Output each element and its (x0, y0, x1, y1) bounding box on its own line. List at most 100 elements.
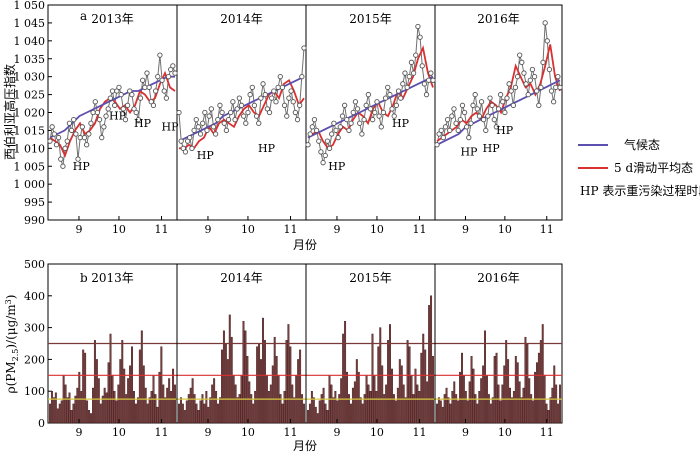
panel-a-daily-point (135, 117, 142, 123)
panel-a-daily-point (53, 142, 60, 148)
panel-b-bar (58, 403, 61, 424)
panel-a-daily-point (133, 109, 139, 116)
panel-a-x-axis: 9 10 11 9 10 11 9 10 11 9 10 11 (75, 216, 554, 236)
panel-a-x-tick-label: 10 (241, 223, 255, 236)
panel-b-x-tick-label: 10 (241, 426, 255, 439)
panel-b-bar (324, 403, 327, 424)
panel-b-bar (195, 403, 198, 424)
panel-b-bar (113, 391, 116, 424)
panel-b-bar (238, 394, 241, 424)
panel-a-daily-point (385, 84, 391, 91)
panel-b-bar (289, 346, 292, 424)
panel-b-bar (144, 387, 147, 424)
panel-b-bar (256, 346, 259, 424)
panel-a-daily-point (415, 23, 421, 30)
panel-a-daily-point (531, 74, 538, 80)
panel-a-daily-point (195, 124, 202, 130)
panel-b-bar (418, 391, 421, 424)
panel-a-y-tick-label: 1 020 (14, 107, 46, 120)
panel-b-bar (326, 410, 329, 424)
panel-b-bar (464, 391, 467, 424)
panel-a-daily-point (461, 109, 468, 116)
panel-a-daily-point (182, 149, 189, 155)
panel-a-daily-point (491, 117, 497, 123)
panel-a-daily-point (241, 113, 247, 119)
panel-a-daily-point (344, 117, 350, 123)
panel-b-bar (422, 333, 425, 424)
panel-a-daily-point (538, 84, 544, 91)
panel-b-bar (468, 381, 471, 424)
panel-b-bar (166, 387, 169, 424)
panel-a-hp-label: HP (328, 160, 346, 173)
panel-a-daily-point (217, 102, 223, 108)
panel-a-daily-point (88, 120, 94, 126)
panel-b-year-dividers (176, 264, 436, 423)
panel-a-daily-point (311, 117, 318, 123)
panel-b-bar (491, 397, 494, 424)
panel-b-bar (174, 384, 176, 424)
panel-b-bar (142, 365, 145, 424)
panel-a-daily-point (176, 109, 182, 116)
panel-b-bar (342, 333, 345, 424)
panel-a-daily-point (86, 131, 92, 137)
panel-b-bar (383, 394, 386, 424)
panel-b-bar (455, 394, 458, 424)
panel-b-bar (472, 368, 475, 424)
panel-a-daily-point (398, 95, 404, 101)
panel-a-daily-point (299, 74, 305, 80)
panel-a-daily-point (318, 149, 324, 155)
panel-b-bar (303, 403, 305, 424)
panel-a-daily-point (292, 109, 299, 116)
panel-b-bar (516, 362, 519, 424)
panel-a-daily-point (208, 106, 214, 112)
panel-b-bar (88, 410, 91, 424)
panel-a-daily-point (512, 84, 519, 91)
panel-a-y-tick-label: 1 035 (14, 53, 46, 66)
panel-b-bar (505, 340, 508, 424)
panel-b-bar (396, 387, 399, 424)
panel-b-bar (60, 400, 63, 424)
panel-a-daily-point (372, 109, 378, 116)
panel-b-bar (258, 343, 261, 424)
panel-a-daily-point (206, 113, 212, 119)
panel-a-daily-point (380, 109, 387, 116)
panel-b-bar (314, 406, 317, 424)
panel-b-bar (52, 397, 55, 424)
panel-a-daily-point (223, 127, 230, 134)
panel-a-year-labels: 2013年 2014年 2015年 2016年 (91, 12, 520, 26)
panel-a-daily-point (506, 81, 512, 87)
panel-b-bar (466, 400, 469, 424)
panel-b-x-tick-label: 9 (462, 426, 469, 439)
panel-b-bar (72, 403, 75, 424)
panel-b-bar (109, 333, 112, 424)
panel-b-bar (453, 381, 456, 424)
panel-b-bar (213, 378, 216, 424)
panel-b-bar (209, 397, 212, 424)
panel-b-bar (244, 330, 247, 424)
panel-b-bar (310, 391, 313, 424)
panel-b-bar (355, 359, 358, 424)
panel-a-daily-point (163, 95, 170, 101)
panel-a-daily-point (112, 102, 118, 108)
panel-a-daily-point (478, 99, 485, 105)
panel-a-hp-label: HP (483, 142, 501, 155)
panel-b-bar (526, 343, 529, 424)
panel-b-x-tick-label: 10 (370, 426, 384, 439)
panel-b-bar (430, 295, 433, 424)
panel-b-bar (447, 397, 450, 424)
panel-b-bar (474, 394, 477, 424)
panel-b-bar (412, 394, 415, 424)
panel-a-daily-point (251, 102, 258, 108)
panel-a-daily-point (331, 120, 337, 126)
panel-b-bar (482, 365, 485, 424)
panel-a-hp-label: HP (134, 117, 152, 130)
panel-a-daily-point (428, 70, 434, 76)
panel-a-daily-point (49, 124, 55, 130)
panel-b-bar (518, 381, 521, 424)
panel-b-bar (381, 365, 384, 424)
panel-a-daily-point (493, 124, 500, 130)
panel-b-bar (76, 387, 79, 424)
panel-b-bar (398, 359, 401, 424)
panel-a-daily-point (159, 77, 165, 83)
panel-a-daily-point (483, 127, 489, 134)
